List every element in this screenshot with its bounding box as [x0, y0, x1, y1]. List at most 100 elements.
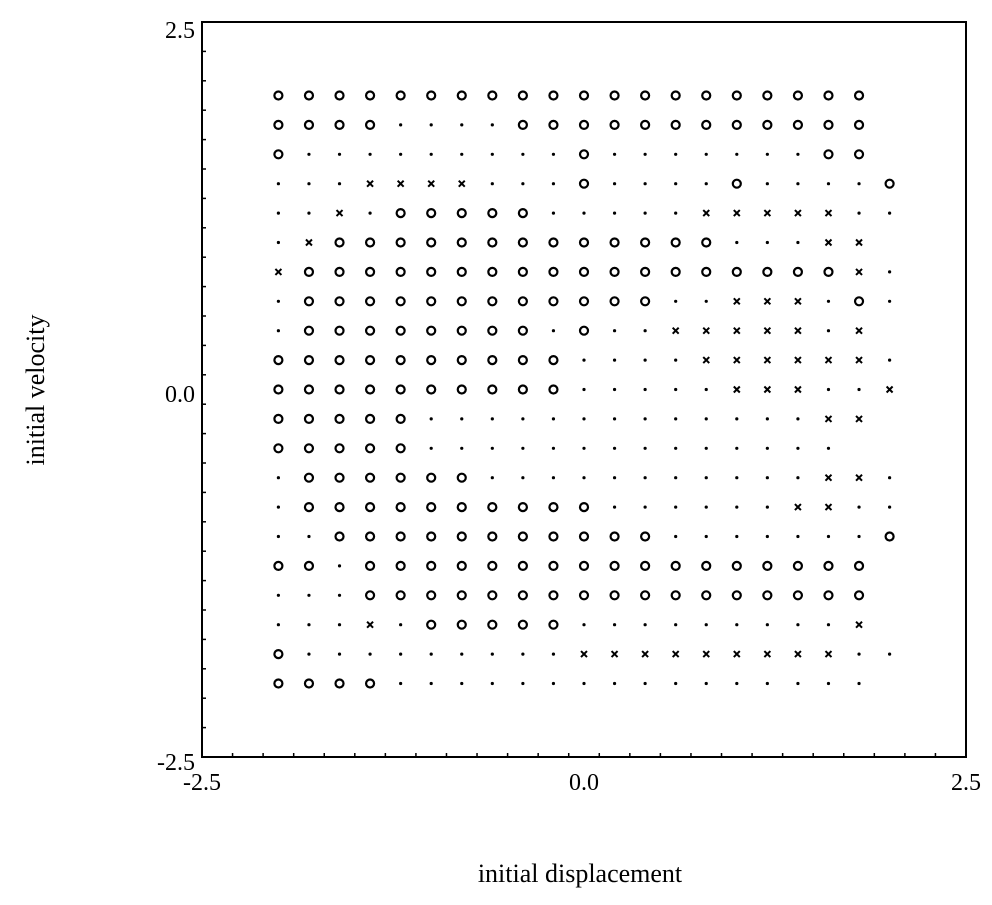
circle-marker — [517, 119, 528, 131]
dot-marker — [551, 211, 556, 215]
circle-marker — [487, 266, 498, 277]
dot-marker — [857, 534, 861, 539]
circle-marker — [487, 355, 498, 366]
dot-marker — [551, 329, 556, 333]
circle-marker — [456, 237, 467, 248]
y-tick-label-mid: 0.0 — [165, 382, 195, 408]
circle-marker — [303, 502, 315, 513]
dot-marker — [796, 534, 800, 539]
cross-marker — [733, 356, 741, 364]
circle-marker — [334, 443, 345, 454]
y-axis-title: initial velocity — [21, 315, 50, 466]
cross-marker — [824, 473, 833, 482]
dot-marker — [276, 182, 280, 186]
dot-marker — [551, 182, 556, 186]
cross-marker — [610, 650, 619, 658]
dot-marker — [674, 534, 678, 539]
dot-marker — [704, 476, 708, 480]
dot-marker — [888, 299, 892, 303]
dot-marker — [460, 681, 464, 686]
circle-marker — [731, 266, 742, 277]
cross-marker — [427, 179, 435, 188]
dot-marker — [643, 152, 647, 156]
dot-marker — [674, 446, 678, 450]
circle-marker — [487, 325, 498, 336]
circle-marker — [792, 119, 804, 131]
circle-marker — [364, 560, 376, 572]
x-tick-label-right: 2.5 — [951, 770, 981, 796]
cross-marker — [855, 473, 863, 482]
tick-marks — [201, 21, 967, 758]
circle-marker — [364, 325, 376, 336]
circle-marker — [395, 531, 406, 542]
circle-marker — [578, 149, 590, 160]
dot-marker — [612, 446, 617, 450]
circle-marker — [426, 325, 437, 336]
cross-marker — [733, 650, 741, 658]
dot-marker — [460, 652, 464, 656]
dot-marker — [765, 476, 769, 480]
dot-marker — [704, 505, 708, 509]
circle-marker — [670, 237, 681, 248]
dot-marker — [276, 299, 280, 303]
circle-marker — [334, 119, 345, 131]
dot-marker — [735, 623, 739, 627]
dot-marker — [612, 358, 617, 362]
circle-marker — [640, 119, 651, 131]
dot-marker — [307, 211, 311, 215]
circle-marker — [364, 237, 376, 248]
circle-marker — [364, 531, 376, 542]
cross-marker — [794, 297, 802, 306]
dot-marker — [612, 417, 617, 421]
circle-marker — [426, 502, 437, 513]
dot-marker — [551, 417, 556, 421]
circle-marker — [609, 237, 620, 248]
circle-marker — [731, 119, 742, 131]
circle-marker — [578, 90, 590, 101]
dot-marker — [551, 152, 556, 156]
dot-marker — [490, 417, 494, 421]
circle-marker — [731, 590, 742, 601]
circle-marker — [853, 296, 865, 307]
cross-marker — [824, 238, 833, 247]
circle-marker — [487, 590, 498, 601]
dot-marker — [582, 387, 586, 392]
dot-marker — [735, 152, 739, 156]
dot-marker — [735, 240, 739, 245]
circle-marker — [517, 531, 528, 542]
circle-marker — [487, 502, 498, 513]
cross-marker — [855, 238, 863, 247]
circle-marker — [395, 443, 406, 454]
circle-marker — [364, 590, 376, 601]
dot-marker — [643, 211, 647, 215]
circle-marker — [517, 296, 528, 307]
dot-marker — [735, 505, 739, 509]
circle-marker — [701, 590, 712, 601]
circle-marker — [303, 413, 315, 424]
circle-marker — [426, 208, 437, 219]
dot-marker — [765, 505, 769, 509]
circle-marker — [823, 266, 834, 277]
dot-marker — [276, 593, 280, 597]
circle-marker — [640, 590, 651, 601]
circle-marker — [364, 443, 376, 454]
dot-marker — [826, 299, 831, 303]
circle-marker — [823, 149, 834, 160]
circle-marker — [456, 502, 467, 513]
circle-marker — [670, 590, 681, 601]
circle-marker — [578, 531, 590, 542]
circle-marker — [426, 90, 437, 101]
dot-marker — [643, 417, 647, 421]
dot-marker — [704, 387, 708, 392]
circle-marker — [548, 502, 559, 513]
dot-marker — [551, 446, 556, 450]
dot-marker — [612, 152, 617, 156]
circle-marker — [609, 590, 620, 601]
dot-marker — [765, 534, 769, 539]
dot-marker — [735, 417, 739, 421]
circle-marker — [701, 266, 712, 277]
circle-marker — [701, 90, 712, 101]
circle-marker — [426, 384, 437, 395]
circle-marker — [303, 560, 315, 572]
